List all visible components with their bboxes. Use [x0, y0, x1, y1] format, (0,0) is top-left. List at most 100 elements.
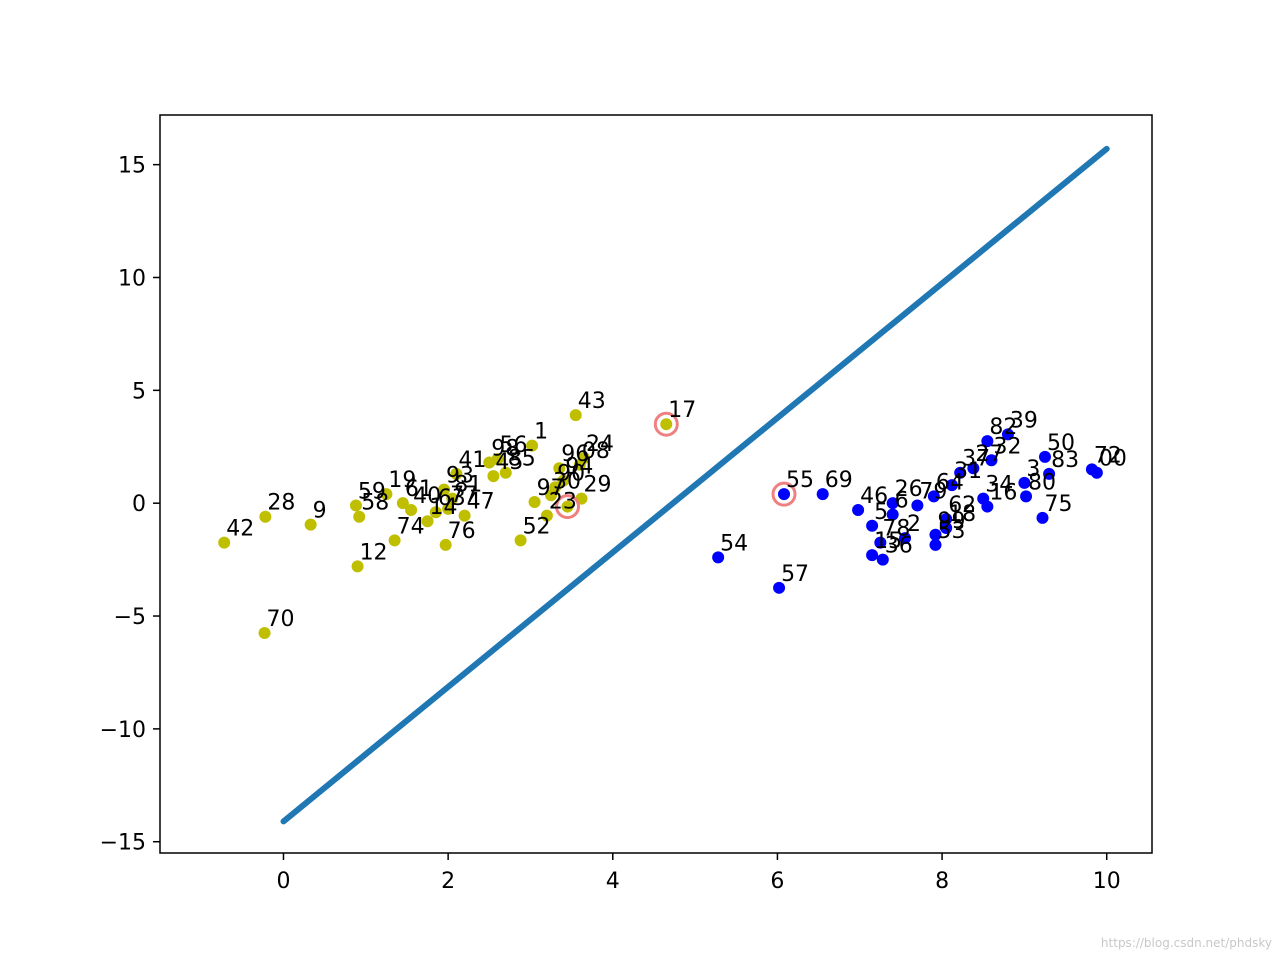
- data-point-a-81: [446, 492, 459, 505]
- data-point-b-80: [1020, 490, 1033, 503]
- y-tick-label: −5: [114, 605, 146, 630]
- data-point-a-52: [514, 534, 527, 547]
- data-point-a-12: [351, 560, 364, 573]
- point-label: 77: [450, 483, 478, 508]
- point-label: 18: [948, 502, 976, 527]
- point-label: 78: [882, 517, 910, 542]
- regression-line-layer: [280, 145, 1110, 825]
- point-label: 53: [937, 519, 965, 544]
- data-point-a-19: [380, 488, 393, 501]
- point-label: 12: [360, 540, 388, 565]
- point-label: 31: [954, 459, 982, 484]
- plot-frame: [159, 114, 1153, 854]
- data-point-a-61: [396, 497, 409, 510]
- watermark: https://blog.csdn.net/phdsky: [1100, 936, 1272, 950]
- data-point-a-28: [259, 510, 272, 523]
- data-point-b-32: [985, 454, 998, 467]
- data-point-b-69: [816, 488, 829, 501]
- point-label: 69: [825, 468, 853, 493]
- data-point-a-unlabeled-36: [561, 500, 574, 513]
- data-point-b-99: [929, 528, 942, 541]
- points-layer: [218, 409, 1103, 639]
- data-point-b-55: [778, 488, 791, 501]
- point-label: 47: [467, 490, 495, 515]
- point-label: 24: [586, 432, 614, 457]
- point-label: 81: [454, 473, 482, 498]
- data-point-a-97: [528, 496, 541, 509]
- point-label: 36: [885, 534, 913, 559]
- data-point-b-79: [911, 499, 924, 512]
- y-tick-label: 0: [132, 492, 146, 517]
- point-label: 61: [405, 477, 433, 502]
- point-label: 00: [1099, 447, 1127, 472]
- point-label: 74: [397, 514, 425, 539]
- data-point-a-47: [458, 509, 471, 522]
- data-point-a-1: [526, 439, 539, 452]
- point-label: 70: [267, 607, 295, 632]
- data-point-b-26: [886, 497, 899, 510]
- data-point-b-78: [874, 536, 887, 549]
- x-tick-label: 4: [606, 869, 620, 894]
- data-point-b-37: [954, 466, 967, 479]
- support-vector-ring: [653, 411, 679, 437]
- point-label: 85: [508, 447, 536, 472]
- point-label: 46: [860, 484, 888, 509]
- point-label: 27: [975, 442, 1003, 467]
- point-label: 96: [561, 442, 589, 467]
- point-label: 93: [446, 464, 474, 489]
- data-point-b-2: [899, 532, 912, 545]
- data-point-b-64: [927, 490, 940, 503]
- data-point-a-45: [487, 470, 500, 483]
- x-tick-label: 0: [276, 869, 290, 894]
- point-label: 54: [720, 531, 748, 556]
- data-point-a-23: [540, 509, 553, 522]
- data-point-b-62: [940, 512, 953, 525]
- data-point-b-46: [852, 503, 865, 516]
- x-tick-label: 8: [935, 869, 949, 894]
- data-point-a-58: [353, 510, 366, 523]
- data-point-a-98: [483, 456, 496, 469]
- data-point-b-54: [712, 551, 725, 564]
- point-label: 43: [578, 389, 606, 414]
- x-tick-label: 10: [1093, 869, 1121, 894]
- x-tick-label: 6: [770, 869, 784, 894]
- data-point-b-75: [1036, 511, 1049, 524]
- point-label: 52: [523, 514, 551, 539]
- point-label: 57: [781, 562, 809, 587]
- data-point-b-83: [1043, 467, 1056, 480]
- data-point-a-43: [569, 409, 582, 422]
- data-point-a-63: [429, 506, 442, 519]
- point-label: 75: [1045, 492, 1073, 517]
- data-point-a-30: [545, 489, 558, 502]
- point-label: 41: [458, 448, 486, 473]
- data-point-b-57: [773, 581, 786, 594]
- point-label: 39: [1010, 408, 1038, 433]
- data-point-a-94: [557, 474, 570, 487]
- point-label: 3: [1026, 457, 1040, 482]
- point-label: 58: [361, 491, 389, 516]
- point-label: 1: [534, 420, 548, 445]
- point-label: 6: [895, 488, 909, 513]
- point-label: 28: [267, 491, 295, 516]
- data-point-b-31: [945, 479, 958, 492]
- data-point-b-34: [977, 492, 990, 505]
- point-label: 72: [1094, 443, 1122, 468]
- point-label: 08: [582, 439, 610, 464]
- data-point-a-59: [349, 499, 362, 512]
- point-label: 16: [989, 481, 1017, 506]
- point-label: 32: [993, 434, 1021, 459]
- data-point-a-85: [499, 466, 512, 479]
- point-label: 98: [491, 437, 519, 462]
- point-label: 29: [583, 473, 611, 498]
- y-tick-label: −10: [100, 718, 146, 743]
- point-label: 99: [937, 509, 965, 534]
- data-point-a-41: [450, 467, 463, 480]
- data-point-b-39: [1001, 428, 1014, 441]
- y-tick-label: 10: [118, 266, 146, 291]
- point-label: 63: [438, 486, 466, 511]
- data-point-b-27: [967, 462, 980, 475]
- data-point-b-6: [886, 508, 899, 521]
- data-point-a-40: [405, 503, 418, 516]
